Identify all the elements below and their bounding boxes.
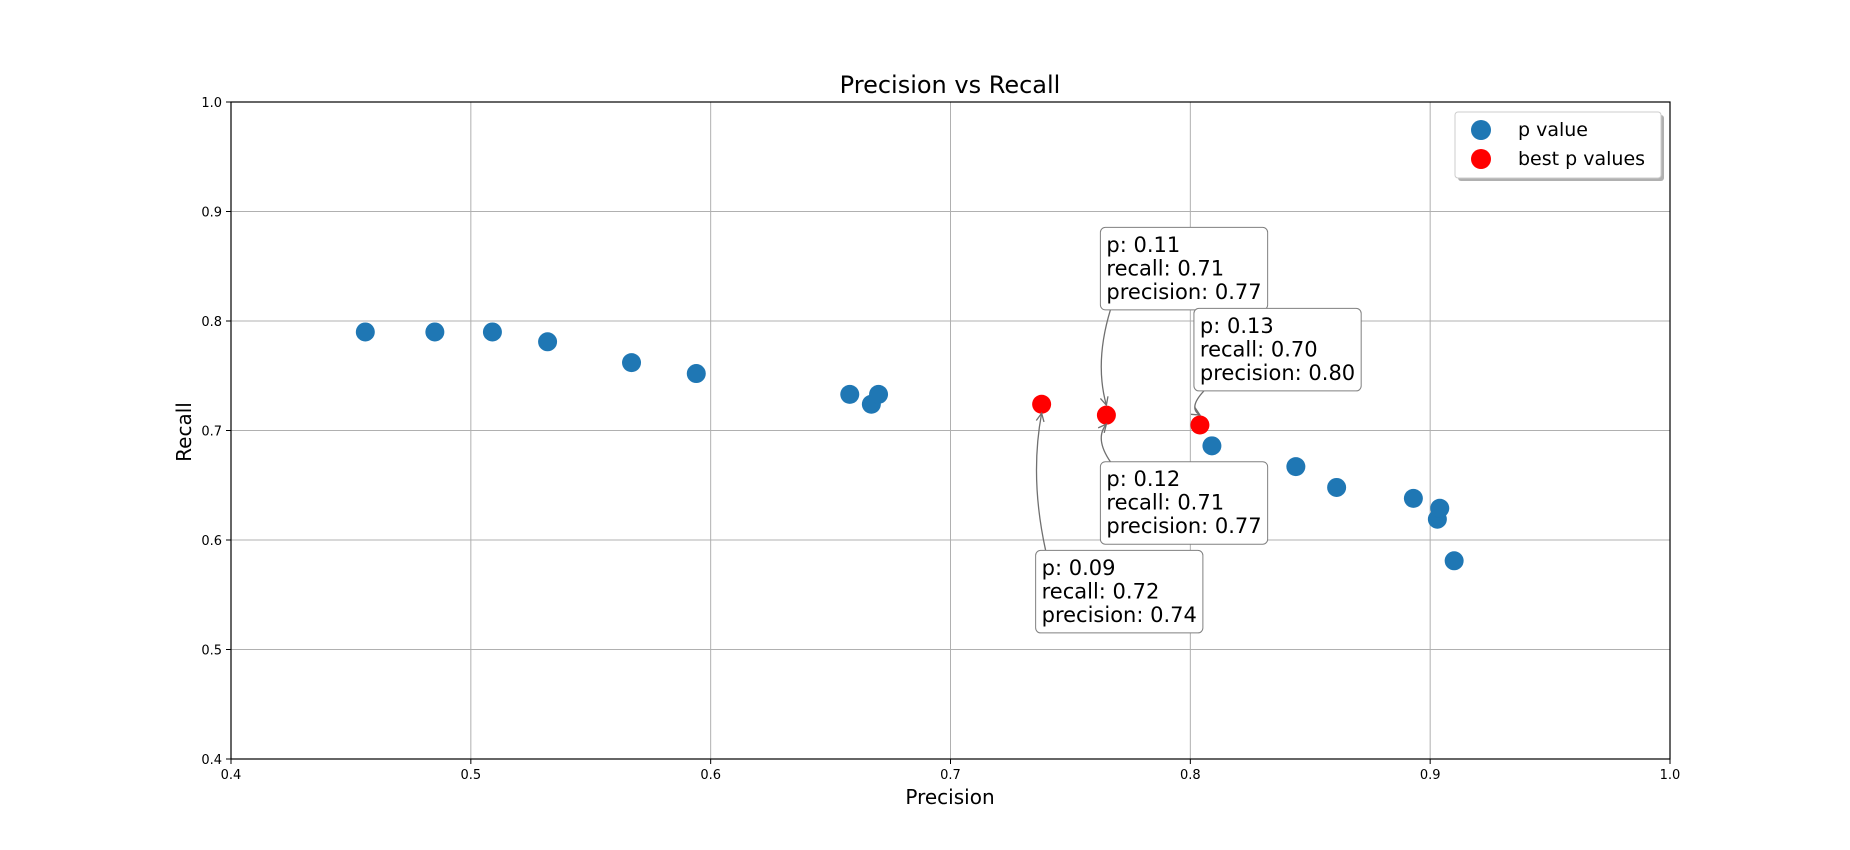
- annotation-text-line: recall: 0.72: [1042, 579, 1160, 603]
- best-p-value-point: [1096, 405, 1116, 425]
- annotation-text-line: recall: 0.70: [1200, 337, 1318, 361]
- p-value-point: [869, 384, 889, 404]
- annotation-text-line: p: 0.11: [1106, 233, 1180, 257]
- y-tick-label: 0.8: [201, 315, 222, 330]
- p-value-point: [1444, 551, 1464, 571]
- x-tick-label: 1.0: [1660, 768, 1681, 783]
- annotation-arrowhead: [1190, 407, 1202, 416]
- annotation-arrow: [1194, 390, 1205, 416]
- p-value-point: [1202, 436, 1222, 456]
- legend-marker-p-value: [1471, 120, 1491, 140]
- annotation-box: [1193, 307, 1362, 392]
- x-tick-label: 0.4: [221, 768, 242, 783]
- annotation-text-line: p: 0.12: [1106, 467, 1180, 491]
- y-tick-label: 1.0: [201, 96, 222, 111]
- legend-label-p-value: p value: [1518, 119, 1588, 141]
- y-tick-label: 0.5: [201, 644, 222, 659]
- x-tick-label: 0.8: [1180, 768, 1201, 783]
- p-value-point: [1430, 498, 1450, 518]
- annotation-arrow: [1100, 309, 1112, 406]
- annotation-text-line: p: 0.09: [1042, 556, 1116, 580]
- p-value-point: [1403, 488, 1423, 508]
- p-value-point: [425, 322, 445, 342]
- y-tick-label: 0.7: [201, 425, 222, 440]
- y-tick-label: 0.4: [201, 753, 222, 768]
- tick-layer: 0.4 0.5 0.6 0.7 0.8 0.9 1.0 0.4 0.5 0.6 0.7 0.8 0.9 1…: [201, 96, 1680, 783]
- x-tick-label: 0.7: [940, 768, 961, 783]
- annotation-text-line: p: 0.13: [1200, 314, 1274, 338]
- y-axis-label: Recall: [172, 402, 196, 462]
- point-layer: [355, 322, 1464, 571]
- annotation-box: [1099, 226, 1269, 311]
- p-value-point: [1327, 477, 1347, 497]
- annotation-box: [1035, 549, 1204, 634]
- legend: p value best p values: [1454, 111, 1664, 181]
- grid-layer: [230, 101, 1671, 760]
- y-tick-label: 0.6: [201, 534, 222, 549]
- p-value-point: [355, 322, 375, 342]
- p-value-point: [686, 364, 706, 384]
- p-value-point: [1286, 457, 1306, 477]
- annotation-text-line: recall: 0.71: [1106, 491, 1224, 515]
- x-axis-label: Precision: [905, 785, 994, 809]
- annotation-arrowhead: [1035, 411, 1045, 423]
- annotation-text-line: precision: 0.77: [1106, 514, 1261, 538]
- plot-area-frame: [230, 101, 1671, 760]
- annotation-text-line: precision: 0.74: [1042, 603, 1197, 627]
- p-value-point: [482, 322, 502, 342]
- annotation-arrowhead: [1097, 423, 1108, 434]
- annotation-text-line: precision: 0.77: [1106, 280, 1261, 304]
- legend-label-best-p-values: best p values: [1518, 148, 1645, 170]
- annotation-arrow: [1100, 423, 1111, 463]
- annotation-box: [1099, 461, 1269, 545]
- x-tick-label: 0.6: [700, 768, 721, 783]
- p-value-point: [538, 332, 558, 352]
- y-tick-label: 0.9: [201, 206, 222, 221]
- chart-title: Precision vs Recall: [840, 71, 1061, 99]
- best-p-value-point: [1032, 394, 1052, 414]
- p-value-point: [840, 384, 860, 404]
- legend-marker-best-p-values: [1471, 149, 1491, 169]
- annotation-arrow: [1035, 413, 1047, 551]
- best-p-value-point: [1190, 415, 1210, 435]
- annotation-text-line: precision: 0.80: [1200, 361, 1355, 385]
- x-tick-label: 0.5: [460, 768, 481, 783]
- p-value-point: [622, 353, 642, 373]
- annotation-arrowhead: [1099, 396, 1109, 407]
- annotation-text-line: recall: 0.71: [1106, 256, 1224, 280]
- legend-box: [1454, 111, 1662, 179]
- x-tick-label: 0.9: [1420, 768, 1441, 783]
